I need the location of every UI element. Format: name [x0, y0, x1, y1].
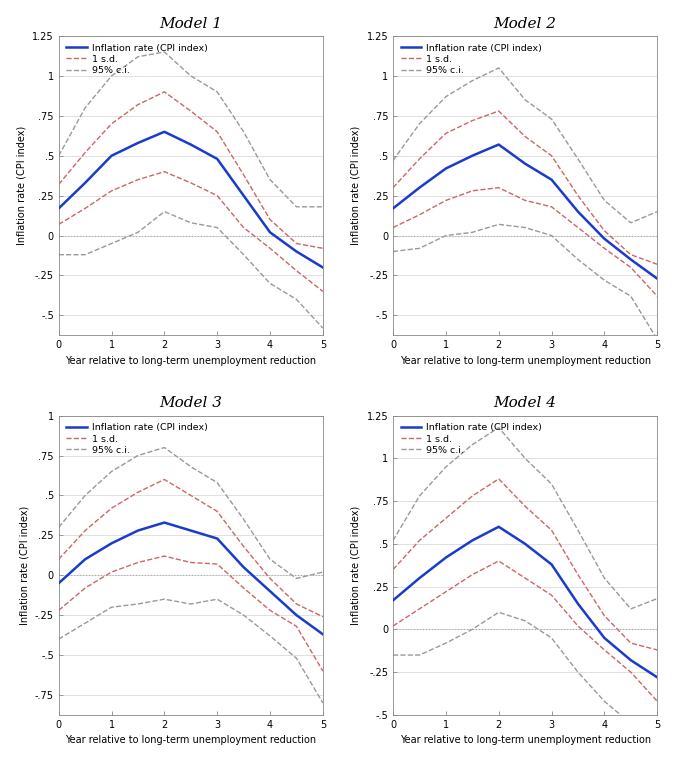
Y-axis label: Inflation rate (CPI index): Inflation rate (CPI index) — [19, 506, 29, 625]
Legend: Inflation rate (CPI index), 1 s.d., 95% c.i.: Inflation rate (CPI index), 1 s.d., 95% … — [398, 40, 545, 78]
Y-axis label: Inflation rate (CPI index): Inflation rate (CPI index) — [17, 126, 26, 245]
Y-axis label: Inflation rate (CPI index): Inflation rate (CPI index) — [351, 506, 361, 625]
Legend: Inflation rate (CPI index), 1 s.d., 95% c.i.: Inflation rate (CPI index), 1 s.d., 95% … — [64, 40, 211, 78]
Title: Model 4: Model 4 — [494, 396, 556, 410]
Y-axis label: Inflation rate (CPI index): Inflation rate (CPI index) — [351, 126, 361, 245]
X-axis label: Year relative to long-term unemployment reduction: Year relative to long-term unemployment … — [65, 735, 316, 745]
Legend: Inflation rate (CPI index), 1 s.d., 95% c.i.: Inflation rate (CPI index), 1 s.d., 95% … — [64, 421, 211, 458]
Title: Model 2: Model 2 — [494, 17, 556, 30]
Title: Model 1: Model 1 — [159, 17, 222, 30]
Title: Model 3: Model 3 — [159, 396, 222, 410]
X-axis label: Year relative to long-term unemployment reduction: Year relative to long-term unemployment … — [65, 356, 316, 366]
Legend: Inflation rate (CPI index), 1 s.d., 95% c.i.: Inflation rate (CPI index), 1 s.d., 95% … — [398, 421, 545, 458]
X-axis label: Year relative to long-term unemployment reduction: Year relative to long-term unemployment … — [399, 735, 651, 745]
X-axis label: Year relative to long-term unemployment reduction: Year relative to long-term unemployment … — [399, 356, 651, 366]
